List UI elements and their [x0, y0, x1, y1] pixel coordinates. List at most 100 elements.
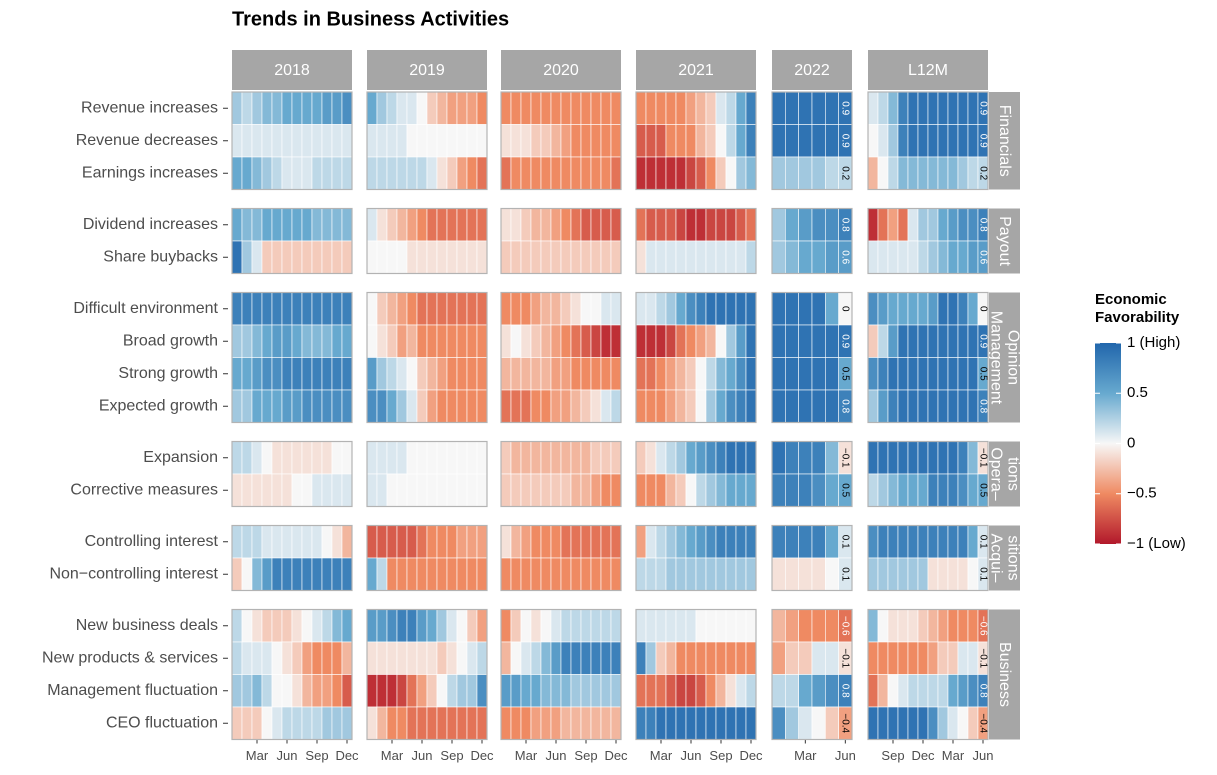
heat-cell [675, 557, 687, 591]
column-label: 2018 [274, 62, 310, 79]
heat-cell [675, 674, 687, 708]
heat-cell [241, 641, 253, 675]
heat-cell [957, 441, 969, 475]
legend-tick-label: 1 (High) [1127, 334, 1180, 351]
heat-cell [466, 441, 478, 475]
panel-border [771, 440, 853, 508]
heat-cell [665, 473, 677, 507]
heat-cell [281, 441, 293, 475]
heat-cell [386, 441, 398, 475]
heat-cell [376, 557, 388, 591]
heat-cell [560, 357, 572, 391]
heat-cell [446, 441, 458, 475]
heat-cell [426, 706, 438, 740]
heat-cell [376, 473, 388, 507]
panel-border [231, 440, 353, 508]
column-label: 2022 [794, 62, 830, 79]
heat-cell [416, 124, 428, 158]
heat-cell [456, 557, 468, 591]
heat-cell [967, 124, 979, 158]
heat-cell [386, 525, 398, 559]
heat-cell [735, 324, 747, 358]
heat-cell [785, 389, 799, 423]
heat-cell [386, 324, 398, 358]
heat-cell [735, 357, 747, 391]
heat-cell [695, 473, 707, 507]
heat-cell [715, 292, 727, 326]
heat-cell [261, 357, 273, 391]
heat-cell [530, 292, 542, 326]
heat-cell [665, 124, 677, 158]
x-tick-label: Mar [246, 748, 269, 763]
heat-cell [476, 674, 488, 708]
panel-border [771, 91, 853, 191]
heat-cell [406, 324, 418, 358]
heat-cell [695, 674, 707, 708]
heat-cell [665, 292, 677, 326]
heat-cell [967, 525, 979, 559]
heat-cell [366, 441, 378, 475]
heat-cell [500, 557, 512, 591]
x-tick-label: Mar [381, 748, 404, 763]
heat-cell [341, 641, 353, 675]
value-label: 0.1 [977, 535, 988, 549]
heat-cell [811, 641, 826, 675]
heat-cell [456, 389, 468, 423]
heat-cell [745, 609, 757, 643]
heat-cell [271, 292, 283, 326]
heat-cell [550, 441, 562, 475]
heat-cell [321, 208, 333, 242]
heat-cell [785, 208, 799, 242]
heat-cell [406, 357, 418, 391]
heat-cell [446, 292, 458, 326]
heat-cell [745, 525, 757, 559]
heat-cell [396, 124, 408, 158]
heat-cell [570, 641, 582, 675]
heat-cell [635, 557, 647, 591]
row-strip-label: Opinion [1004, 330, 1021, 385]
heat-cell [466, 91, 478, 125]
heat-cell [436, 124, 448, 158]
heat-cell [927, 609, 939, 643]
heat-cell [917, 706, 929, 740]
y-tick-label: New products & services [42, 649, 218, 666]
heat-cell [675, 441, 687, 475]
heat-cell [520, 706, 532, 740]
heat-cell [466, 641, 478, 675]
heat-cell [446, 240, 458, 274]
heat-cell [456, 641, 468, 675]
heat-cell [366, 292, 378, 326]
heat-cell [301, 441, 313, 475]
heat-cell [386, 674, 398, 708]
heat-cell [745, 324, 757, 358]
heat-cell [695, 156, 707, 190]
heat-cell [957, 156, 969, 190]
heat-cell [271, 525, 283, 559]
heat-cell [745, 441, 757, 475]
heat-cell [321, 473, 333, 507]
heat-cell [735, 240, 747, 274]
heat-cell [798, 292, 813, 326]
heat-cell [550, 473, 562, 507]
heat-cell [311, 557, 323, 591]
heat-cell [715, 641, 727, 675]
heat-cell [867, 240, 879, 274]
heat-cell [540, 389, 552, 423]
heat-cell [321, 706, 333, 740]
heat-cell [386, 240, 398, 274]
value-label: 0.9 [977, 134, 988, 148]
heat-cell [655, 473, 667, 507]
heat-cell [655, 156, 667, 190]
heat-cell [560, 525, 572, 559]
heat-cell [957, 525, 969, 559]
heat-cell [560, 240, 572, 274]
panel-border [867, 608, 989, 741]
heat-cell [725, 525, 737, 559]
heat-cell [635, 525, 647, 559]
heat-cell [600, 473, 612, 507]
heat-cell [376, 208, 388, 242]
heat-cell [366, 674, 378, 708]
heat-cell [675, 240, 687, 274]
heat-cell [530, 357, 542, 391]
heat-cell [396, 389, 408, 423]
